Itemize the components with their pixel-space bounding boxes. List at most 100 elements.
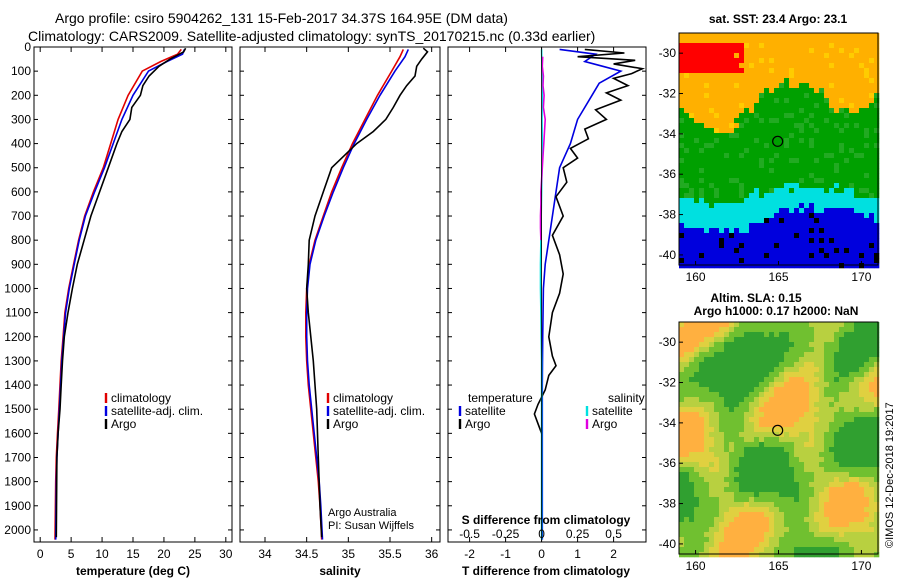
map-cell bbox=[869, 53, 875, 59]
map-cell bbox=[869, 327, 875, 333]
map-cell bbox=[734, 397, 740, 403]
map-cell bbox=[854, 397, 860, 403]
map-cell bbox=[844, 377, 850, 383]
map-cell bbox=[684, 143, 690, 149]
map-cell bbox=[694, 178, 700, 184]
map-cell bbox=[864, 33, 870, 39]
map-cell bbox=[684, 148, 690, 154]
map-cell bbox=[874, 78, 880, 84]
map-cell bbox=[744, 263, 750, 269]
map-cell bbox=[784, 118, 790, 124]
map-cell bbox=[834, 397, 840, 403]
map-cell bbox=[814, 43, 820, 49]
map-cell bbox=[834, 48, 840, 54]
map-cell bbox=[779, 153, 785, 159]
map-cell bbox=[714, 93, 720, 99]
map-cell bbox=[709, 452, 715, 458]
map-cell bbox=[819, 487, 825, 493]
map-cell bbox=[819, 457, 825, 463]
map-cell bbox=[719, 243, 725, 249]
map-cell bbox=[824, 78, 830, 84]
map-cell bbox=[759, 193, 765, 199]
map-cell bbox=[704, 322, 710, 328]
map-cell bbox=[699, 223, 705, 229]
map-cell bbox=[744, 258, 750, 264]
map-cell bbox=[784, 387, 790, 393]
map-cell bbox=[859, 53, 865, 59]
map-cell bbox=[864, 452, 870, 458]
map-cell bbox=[864, 382, 870, 388]
map-cell bbox=[809, 178, 815, 184]
map-cell bbox=[859, 133, 865, 139]
map-cell bbox=[789, 417, 795, 423]
map-cell bbox=[744, 148, 750, 154]
map-cell bbox=[794, 517, 800, 523]
map-cell bbox=[789, 33, 795, 39]
map-cell bbox=[719, 93, 725, 99]
map-cell bbox=[799, 432, 805, 438]
map-cell bbox=[744, 467, 750, 473]
map-cell bbox=[694, 417, 700, 423]
map-cell bbox=[819, 377, 825, 383]
map-cell bbox=[819, 407, 825, 413]
map-cell bbox=[809, 442, 815, 448]
map-cell bbox=[719, 547, 725, 553]
map-cell bbox=[739, 228, 745, 234]
map-cell bbox=[704, 477, 710, 483]
map-cell bbox=[719, 367, 725, 373]
map-cell bbox=[729, 73, 735, 79]
map-cell bbox=[794, 327, 800, 333]
map-cell bbox=[824, 417, 830, 423]
map-cell bbox=[769, 447, 775, 453]
map-cell bbox=[689, 337, 695, 343]
map-cell bbox=[779, 198, 785, 204]
map-cell bbox=[764, 168, 770, 174]
map-cell bbox=[679, 38, 685, 44]
map-cell bbox=[774, 173, 780, 179]
map-cell bbox=[709, 497, 715, 503]
map-cell bbox=[749, 123, 755, 129]
map-cell bbox=[839, 78, 845, 84]
map-cell bbox=[849, 367, 855, 373]
map-cell bbox=[864, 53, 870, 59]
map-cell bbox=[809, 547, 815, 553]
map-cell bbox=[744, 73, 750, 79]
map-cell bbox=[684, 163, 690, 169]
map-cell bbox=[719, 263, 725, 269]
map-cell bbox=[834, 213, 840, 219]
map-cell bbox=[749, 447, 755, 453]
map-cell bbox=[799, 148, 805, 154]
map-cell bbox=[874, 357, 880, 363]
map-cell bbox=[699, 183, 705, 189]
map-cell bbox=[824, 442, 830, 448]
map-cell bbox=[824, 48, 830, 54]
map-cell bbox=[684, 153, 690, 159]
map-cell bbox=[829, 387, 835, 393]
map-cell bbox=[859, 188, 865, 194]
map-cell bbox=[799, 537, 805, 543]
map-cell bbox=[759, 537, 765, 543]
map-cell bbox=[754, 143, 760, 149]
map-cell bbox=[679, 447, 685, 453]
map-cell bbox=[854, 228, 860, 234]
map-cell bbox=[729, 372, 735, 378]
map-cell bbox=[854, 547, 860, 553]
map-cell bbox=[684, 178, 690, 184]
map-cell bbox=[849, 502, 855, 508]
map-cell bbox=[844, 123, 850, 129]
map-cell bbox=[834, 327, 840, 333]
map-cell bbox=[739, 113, 745, 119]
map-cell bbox=[704, 537, 710, 543]
map-cell bbox=[759, 527, 765, 533]
map-cell bbox=[759, 412, 765, 418]
map-cell bbox=[864, 148, 870, 154]
map-cell bbox=[744, 537, 750, 543]
map-cell bbox=[749, 173, 755, 179]
map-cell bbox=[804, 48, 810, 54]
map-cell bbox=[864, 68, 870, 74]
map-cell bbox=[824, 63, 830, 69]
map-cell bbox=[709, 437, 715, 443]
map-cell bbox=[714, 78, 720, 84]
map-cell bbox=[724, 38, 730, 44]
map-cell bbox=[744, 457, 750, 463]
